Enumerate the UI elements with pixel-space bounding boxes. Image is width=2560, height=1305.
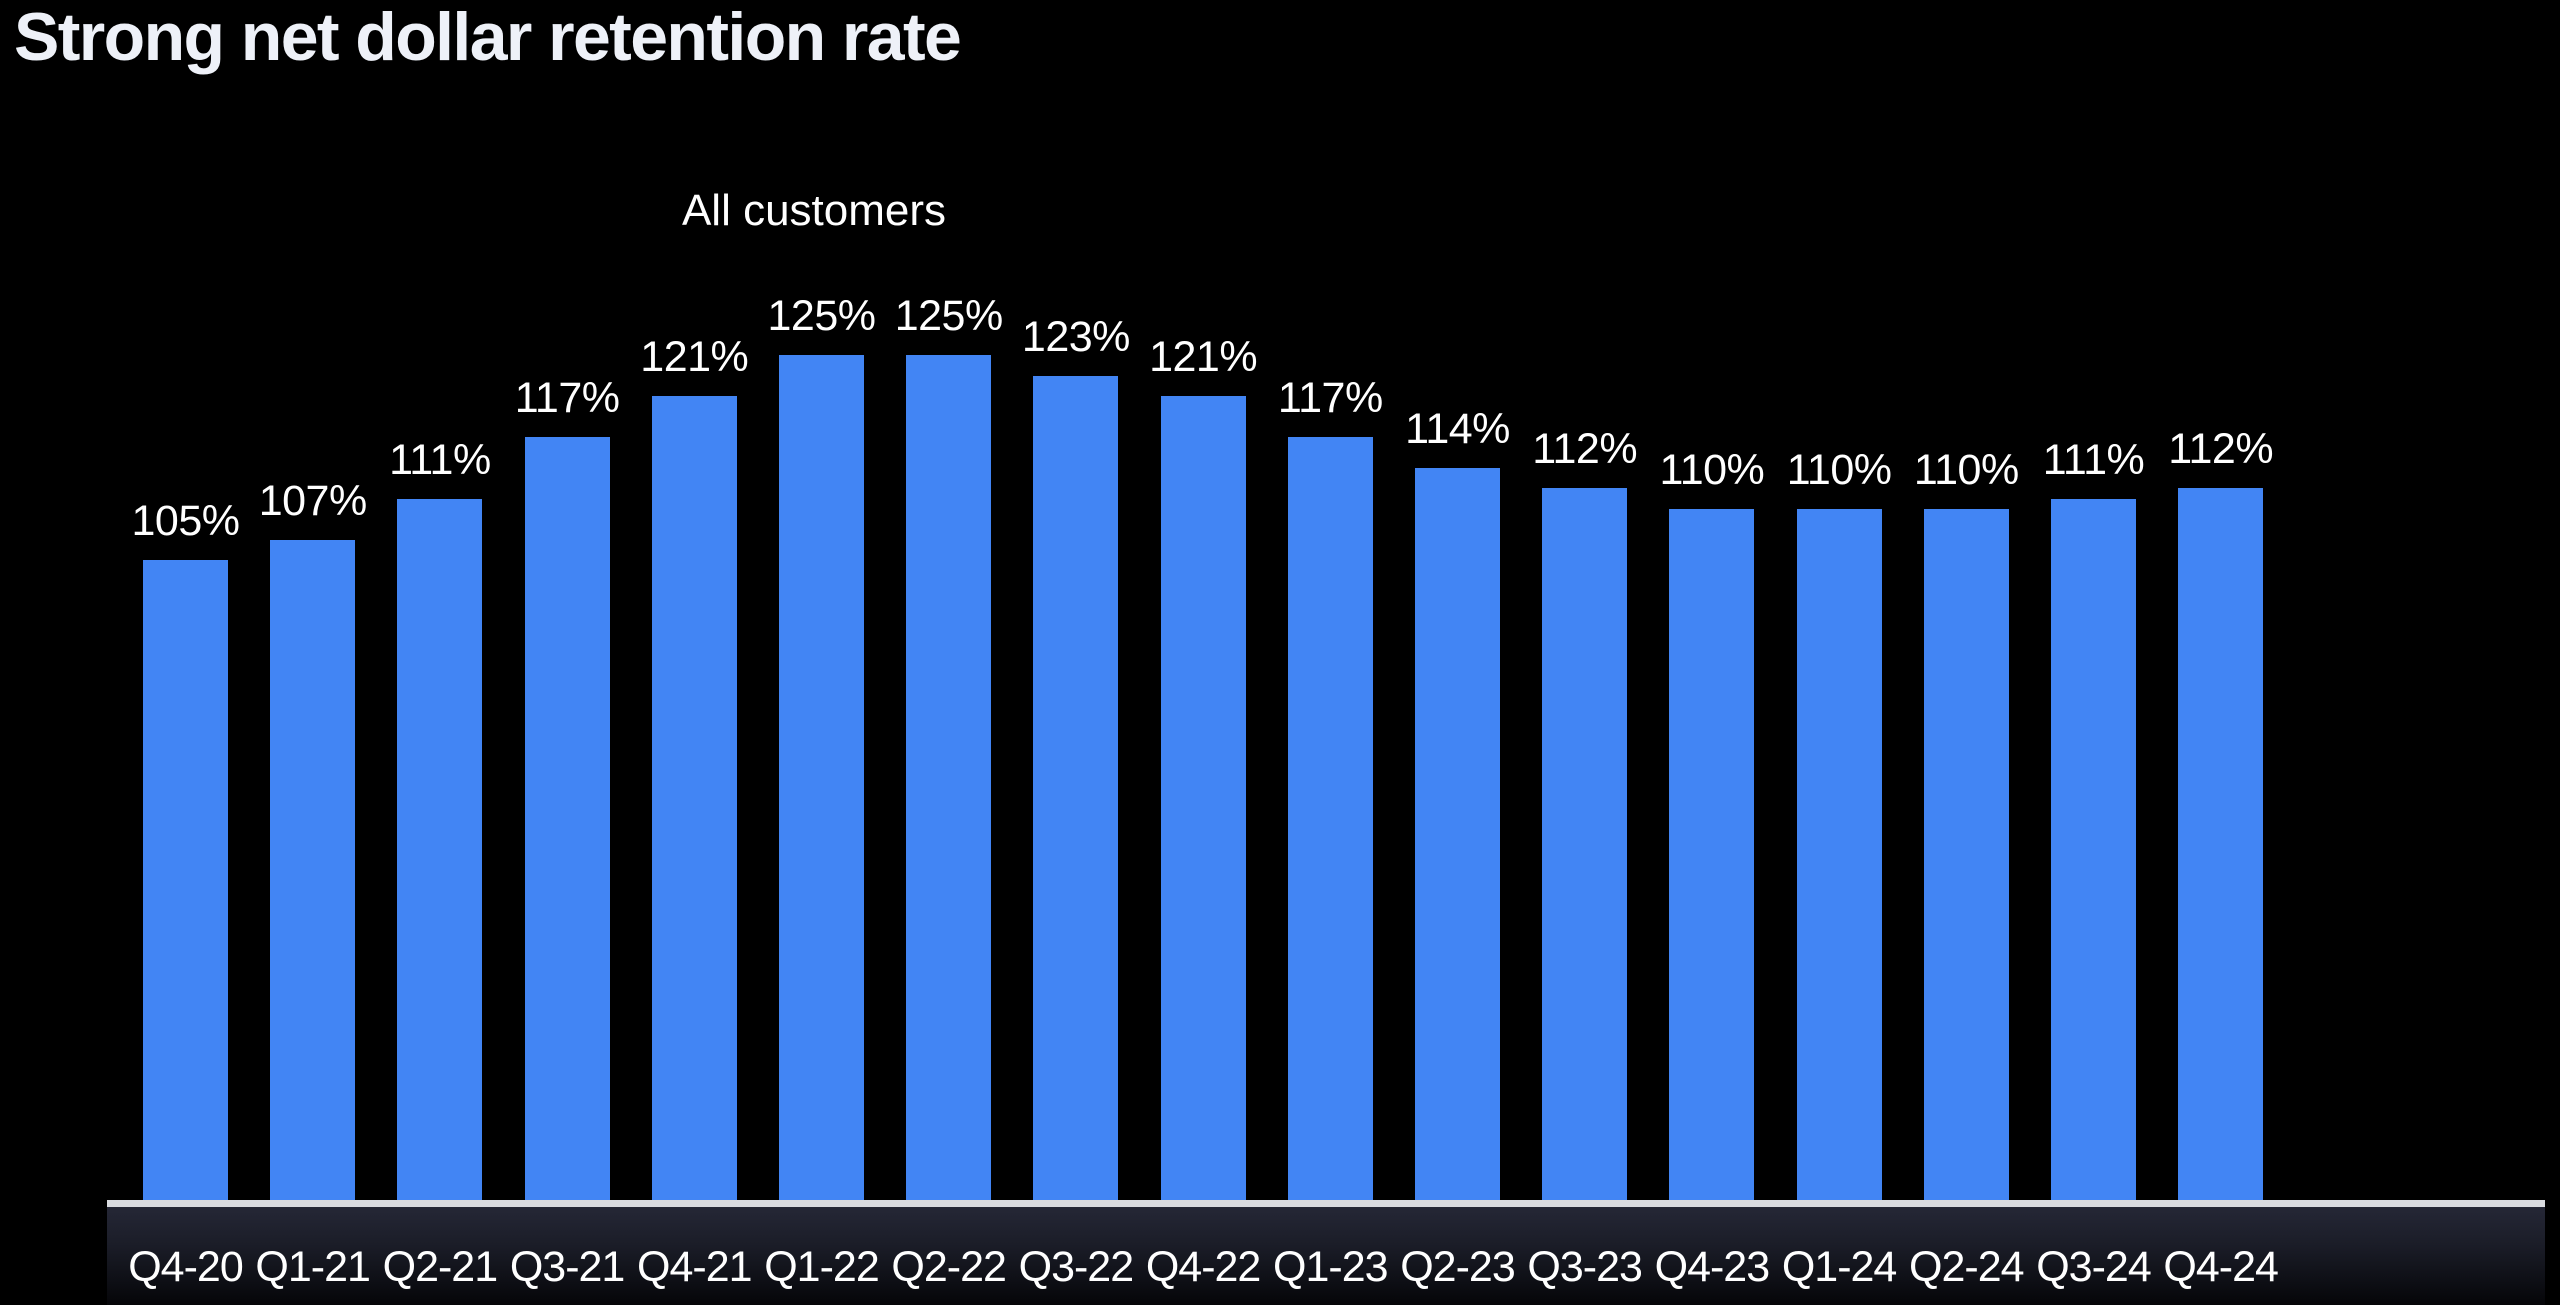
bar-value-label: 121% <box>1149 333 1258 381</box>
bar-value-label: 105% <box>131 497 240 545</box>
bar[interactable] <box>651 396 737 1200</box>
bar[interactable] <box>779 355 864 1200</box>
bar-group: 125% <box>895 0 1003 1200</box>
bar-value-label: 114% <box>1405 404 1510 453</box>
bar-group: 117% <box>515 0 620 1200</box>
bar-group: 111% <box>389 0 491 1200</box>
bar-group: 112% <box>2168 0 2274 1200</box>
bar[interactable] <box>906 355 992 1200</box>
plot-area: 105% 107% 111% 117% 121% 125% 125% 123% 121% 117%… <box>132 0 2274 1200</box>
bar-value-label: 111% <box>2042 435 2145 484</box>
bar[interactable] <box>2051 498 2136 1200</box>
bar-group: 121% <box>640 0 749 1200</box>
bar-value-label: 111% <box>389 435 491 484</box>
x-axis-tick-label: Q2-21 <box>382 1243 499 1291</box>
bar[interactable] <box>1669 508 1755 1200</box>
bar[interactable] <box>524 437 610 1200</box>
bar-value-label: 125% <box>894 292 1003 340</box>
bar-value-label: 110% <box>1786 445 1892 494</box>
bar-group: 112% <box>1532 0 1638 1200</box>
x-axis-tick-label: Q3-23 <box>1527 1243 1643 1291</box>
bar[interactable] <box>270 539 356 1200</box>
bar[interactable] <box>1160 396 1246 1200</box>
page-title: Strong net dollar retention rate <box>14 0 962 75</box>
x-axis-tick-label: Q3-24 <box>2036 1243 2152 1291</box>
x-axis-tick-label: Q1-24 <box>1781 1243 1898 1291</box>
bar-group: 111% <box>2043 0 2145 1200</box>
chart-subtitle: All customers <box>681 186 947 235</box>
bar-value-label: 123% <box>1021 312 1130 361</box>
bar[interactable] <box>143 560 228 1200</box>
bar-value-label: 107% <box>258 476 367 525</box>
bar-group: 117% <box>1278 0 1383 1200</box>
bar-group: 110% <box>1787 0 1892 1200</box>
x-axis-tick-label: Q2-23 <box>1400 1243 1516 1291</box>
x-axis-tick-label: Q1-23 <box>1273 1243 1389 1291</box>
bar[interactable] <box>1415 467 1500 1200</box>
x-axis-tick-label: Q2-24 <box>1909 1243 2025 1291</box>
bar-group: 105% <box>132 0 240 1200</box>
x-axis-tick-label: Q1-22 <box>764 1243 880 1291</box>
bar-value-label: 117% <box>514 374 620 422</box>
x-axis-tick-label: Q1-21 <box>255 1243 371 1291</box>
bar-value-label: 112% <box>2168 425 2274 474</box>
x-axis-tick-label: Q4-22 <box>1145 1243 1262 1291</box>
x-axis-tick-label: Q4-21 <box>637 1243 753 1291</box>
bar[interactable] <box>1796 508 1882 1200</box>
x-axis-tick-label: Q4-20 <box>128 1243 244 1291</box>
bar-group: 114% <box>1405 0 1510 1200</box>
bar[interactable] <box>1287 437 1373 1200</box>
bar-group: 123% <box>1022 0 1130 1200</box>
bar-value-label: 110% <box>1659 445 1765 494</box>
x-axis-line <box>107 1200 2545 1207</box>
bar[interactable] <box>1923 508 2009 1200</box>
bar[interactable] <box>2178 488 2264 1200</box>
bar-group: 121% <box>1149 0 1258 1200</box>
bar-value-label: 110% <box>1913 445 2019 494</box>
bar-group: 125% <box>768 0 876 1200</box>
bar-value-label: 117% <box>1277 374 1383 422</box>
bar-group: 107% <box>259 0 367 1200</box>
bar-value-label: 125% <box>767 292 876 340</box>
bar-value-label: 121% <box>640 333 749 381</box>
bar[interactable] <box>1033 375 1119 1200</box>
bar-group: 110% <box>1659 0 1765 1200</box>
x-axis-tick-label: Q2-22 <box>891 1243 1007 1291</box>
bar[interactable] <box>1542 488 1628 1200</box>
x-axis-tick-label: Q3-21 <box>509 1243 626 1291</box>
x-axis-tick-label: Q3-22 <box>1018 1243 1135 1291</box>
bar-value-label: 112% <box>1532 425 1638 474</box>
x-axis-band <box>107 1207 2545 1305</box>
x-axis-tick-label: Q4-24 <box>2163 1243 2279 1291</box>
bar[interactable] <box>397 498 483 1200</box>
bar-group: 110% <box>1914 0 2019 1200</box>
x-axis-tick-label: Q4-23 <box>1654 1243 1771 1291</box>
